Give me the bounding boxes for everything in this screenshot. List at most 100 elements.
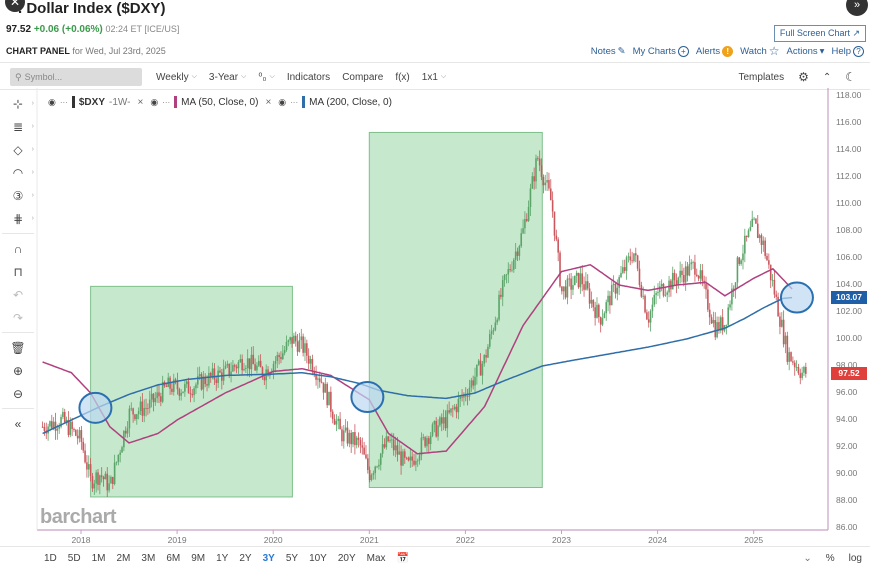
pattern-tool-icon[interactable]: ⋕ ›	[12, 211, 34, 226]
redo-tool-icon[interactable]: ↷	[12, 310, 24, 325]
magnet-tool-icon[interactable]: ∩	[13, 241, 23, 256]
range-3m[interactable]: 3M	[141, 553, 156, 564]
symbol-search-input[interactable]: ⚲ Symbol...	[10, 68, 142, 86]
eye-icon[interactable]: ◉	[150, 96, 159, 107]
candle-body	[211, 368, 214, 377]
chevron-down-icon: ⌵	[269, 73, 275, 80]
candle-body	[342, 430, 345, 442]
candle-body	[542, 176, 545, 186]
candle-body	[779, 316, 781, 327]
range-9m[interactable]: 9M	[191, 553, 206, 564]
candle-body	[477, 360, 480, 365]
candle-body	[219, 370, 221, 373]
arc-tool-icon[interactable]: ◠ ›	[12, 165, 34, 180]
candle-body	[126, 428, 129, 434]
chart-type-dropdown[interactable]: ⁰₀ ⌵	[258, 72, 274, 83]
eye-icon[interactable]: ◉	[278, 96, 287, 107]
candle-body	[130, 408, 133, 410]
candle-body	[483, 355, 486, 364]
candle-body	[128, 408, 131, 429]
period-dropdown[interactable]: 3-Year ⌵	[208, 71, 247, 83]
candle-body	[302, 336, 304, 353]
range-max[interactable]: Max	[366, 553, 386, 564]
candle-body	[575, 272, 578, 276]
candle-body	[99, 475, 101, 485]
candle-body	[751, 218, 754, 227]
actions-dropdown[interactable]: Actions ▾	[786, 45, 825, 57]
range-3y[interactable]: 3Y	[262, 553, 275, 564]
full-screen-chart-button[interactable]: Full Screen Chart ↗	[773, 25, 866, 42]
help-button[interactable]: Help?	[831, 45, 864, 57]
candle-body	[616, 287, 619, 294]
trash-tool-icon[interactable]: 🗑	[10, 340, 26, 355]
range-5y[interactable]: 5Y	[285, 553, 299, 564]
more-icon[interactable]: ···	[59, 97, 68, 107]
theme-toggle-icon[interactable]: ☾	[845, 70, 856, 84]
more-icon[interactable]: ···	[162, 97, 171, 107]
indicators-button[interactable]: Indicators	[286, 71, 331, 83]
y-tick-label: 90.00	[836, 468, 858, 478]
candle-body	[607, 295, 609, 303]
candle-body	[374, 466, 377, 474]
notes-button[interactable]: Notes ✎	[590, 45, 626, 57]
candle-body	[376, 466, 378, 468]
candle-body	[574, 275, 576, 286]
zoom-in-tool-icon[interactable]: ⊕	[12, 363, 24, 378]
candle-body	[400, 451, 402, 466]
remove-icon[interactable]: ×	[137, 96, 144, 108]
expand-down-icon[interactable]: ⌄	[803, 553, 812, 564]
close-icon[interactable]: ✕	[5, 0, 25, 12]
calendar-icon[interactable]: 📅	[396, 553, 410, 564]
range-2y[interactable]: 2Y	[239, 553, 252, 564]
watch-button[interactable]: Watch ☆	[740, 44, 780, 58]
log-toggle[interactable]: log	[848, 553, 862, 564]
layout-dropdown[interactable]: 1x1 ⌵	[421, 71, 447, 83]
candle-body	[768, 260, 770, 265]
undo-tool-icon[interactable]: ↶	[12, 287, 24, 302]
tool-separator	[2, 233, 34, 234]
interval-dropdown[interactable]: Weekly ⌵	[156, 71, 197, 83]
function-button[interactable]: f(x)	[395, 71, 410, 83]
candle-body	[416, 460, 419, 462]
zoom-out-tool-icon[interactable]: ⊖	[12, 386, 24, 401]
templates-button[interactable]: Templates	[738, 71, 785, 83]
candle-body	[568, 278, 571, 280]
candle-body	[248, 358, 251, 370]
range-2m[interactable]: 2M	[116, 553, 131, 564]
candle-body	[222, 368, 225, 381]
expand-panel-icon[interactable]: »	[846, 0, 868, 16]
candle-body	[738, 257, 741, 264]
range-5d[interactable]: 5D	[67, 553, 81, 564]
remove-icon[interactable]: ×	[265, 96, 272, 108]
my-charts-button[interactable]: My Charts +	[633, 45, 689, 57]
range-1y[interactable]: 1Y	[216, 553, 229, 564]
candle-body	[537, 158, 539, 160]
range-20y[interactable]: 20Y	[337, 553, 356, 564]
range-10y[interactable]: 10Y	[309, 553, 327, 564]
eye-icon[interactable]: ◉	[48, 96, 56, 107]
count-tool-icon[interactable]: ③ ›	[12, 188, 34, 203]
candle-body	[598, 304, 600, 318]
range-6m[interactable]: 6M	[166, 553, 181, 564]
search-icon: ⚲	[15, 71, 22, 82]
candle-body	[784, 335, 787, 345]
crosshair-tool-icon[interactable]: ⊹ ›	[12, 96, 34, 111]
alerts-button[interactable]: Alerts!	[696, 45, 734, 57]
fib-tool-icon[interactable]: ≣ ›	[12, 119, 34, 134]
candle-body	[245, 368, 247, 369]
compare-button[interactable]: Compare	[342, 71, 384, 83]
range-1m[interactable]: 1M	[91, 553, 106, 564]
range-1d[interactable]: 1D	[44, 553, 57, 564]
percent-toggle[interactable]: %	[825, 553, 835, 564]
lock-tool-icon[interactable]: ⊓	[13, 264, 23, 279]
candle-body	[187, 381, 190, 394]
collapse-icon[interactable]: ⌃	[822, 71, 832, 83]
more-icon[interactable]: ···	[290, 97, 299, 107]
candle-body	[714, 320, 717, 338]
settings-icon[interactable]: ⚙	[798, 70, 809, 84]
collapse-tool-icon[interactable]: «	[14, 416, 22, 431]
candle-body	[424, 437, 426, 447]
shape-tool-icon[interactable]: ◇ ›	[13, 142, 34, 157]
